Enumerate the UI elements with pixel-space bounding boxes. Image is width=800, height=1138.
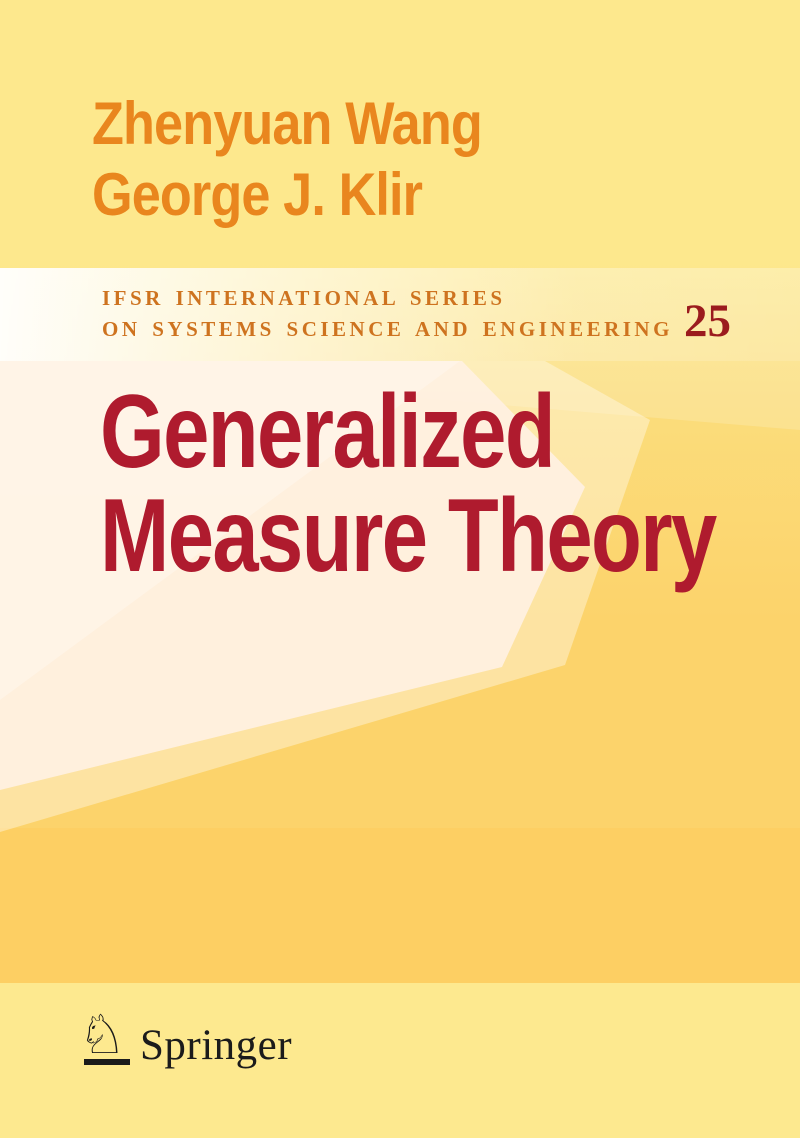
springer-logo-underline xyxy=(84,1059,130,1065)
background-orange-band xyxy=(0,828,800,984)
author-names: Zhenyuan Wang George J. Klir xyxy=(92,88,483,230)
book-title-line-2: Measure Theory xyxy=(100,478,717,594)
book-title-line-1: Generalized xyxy=(100,374,556,490)
springer-horse-knight-icon: ♘ xyxy=(78,1003,127,1066)
author-name-2: George J. Klir xyxy=(92,161,423,228)
series-line-1: IFSR INTERNATIONAL SERIES xyxy=(102,286,506,310)
series-title: IFSR INTERNATIONAL SERIES ON SYSTEMS SCI… xyxy=(102,283,673,345)
book-title: Generalized Measure Theory xyxy=(100,374,717,594)
author-name-1: Zhenyuan Wang xyxy=(92,90,483,157)
series-highlight-band xyxy=(0,268,800,361)
publisher-name: Springer xyxy=(140,1022,293,1069)
footer-band xyxy=(0,983,800,1138)
series-volume-number: 25 xyxy=(684,295,731,347)
series-line-2: ON SYSTEMS SCIENCE AND ENGINEERING xyxy=(102,317,673,341)
